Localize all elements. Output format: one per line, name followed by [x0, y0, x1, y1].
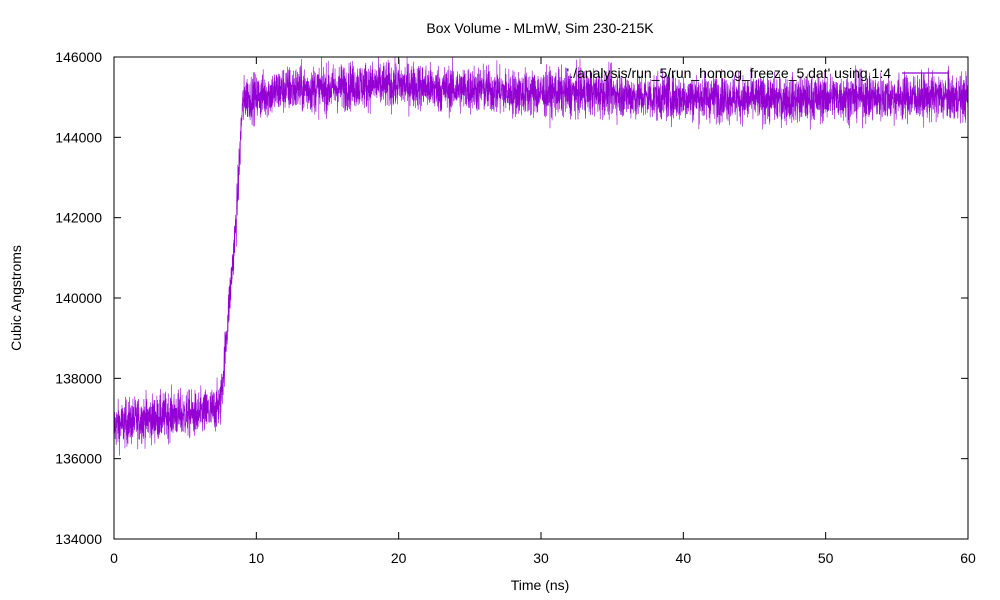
y-tick-label: 146000 — [55, 49, 102, 65]
x-tick-label: 20 — [391, 550, 407, 566]
y-tick-label: 144000 — [55, 129, 102, 145]
x-tick-label: 0 — [110, 550, 118, 566]
legend-label: './analysis/run_5/run_homog_freeze_5.dat… — [567, 65, 892, 81]
y-tick-label: 134000 — [55, 531, 102, 547]
y-axis-label: Cubic Angstroms — [8, 245, 24, 351]
y-tick-label: 138000 — [55, 370, 102, 386]
y-tick-label: 142000 — [55, 210, 102, 226]
legend: './analysis/run_5/run_homog_freeze_5.dat… — [567, 65, 948, 81]
x-tick-label: 10 — [249, 550, 265, 566]
x-tick-label: 50 — [818, 550, 834, 566]
y-tick-label: 140000 — [55, 290, 102, 306]
x-tick-label: 60 — [960, 550, 976, 566]
axis-ticks: 134000 136000 138000 140000 142000 144000 1460… — [55, 49, 976, 566]
x-tick-label: 40 — [676, 550, 692, 566]
series-line — [113, 56, 969, 456]
x-axis-label: Time (ns) — [511, 577, 570, 593]
plot-frame — [113, 56, 969, 540]
y-tick-label: 136000 — [55, 451, 102, 467]
x-tick-label: 30 — [533, 550, 549, 566]
data-series — [113, 56, 969, 456]
chart-title: Box Volume - MLmW, Sim 230-215K — [426, 20, 654, 36]
